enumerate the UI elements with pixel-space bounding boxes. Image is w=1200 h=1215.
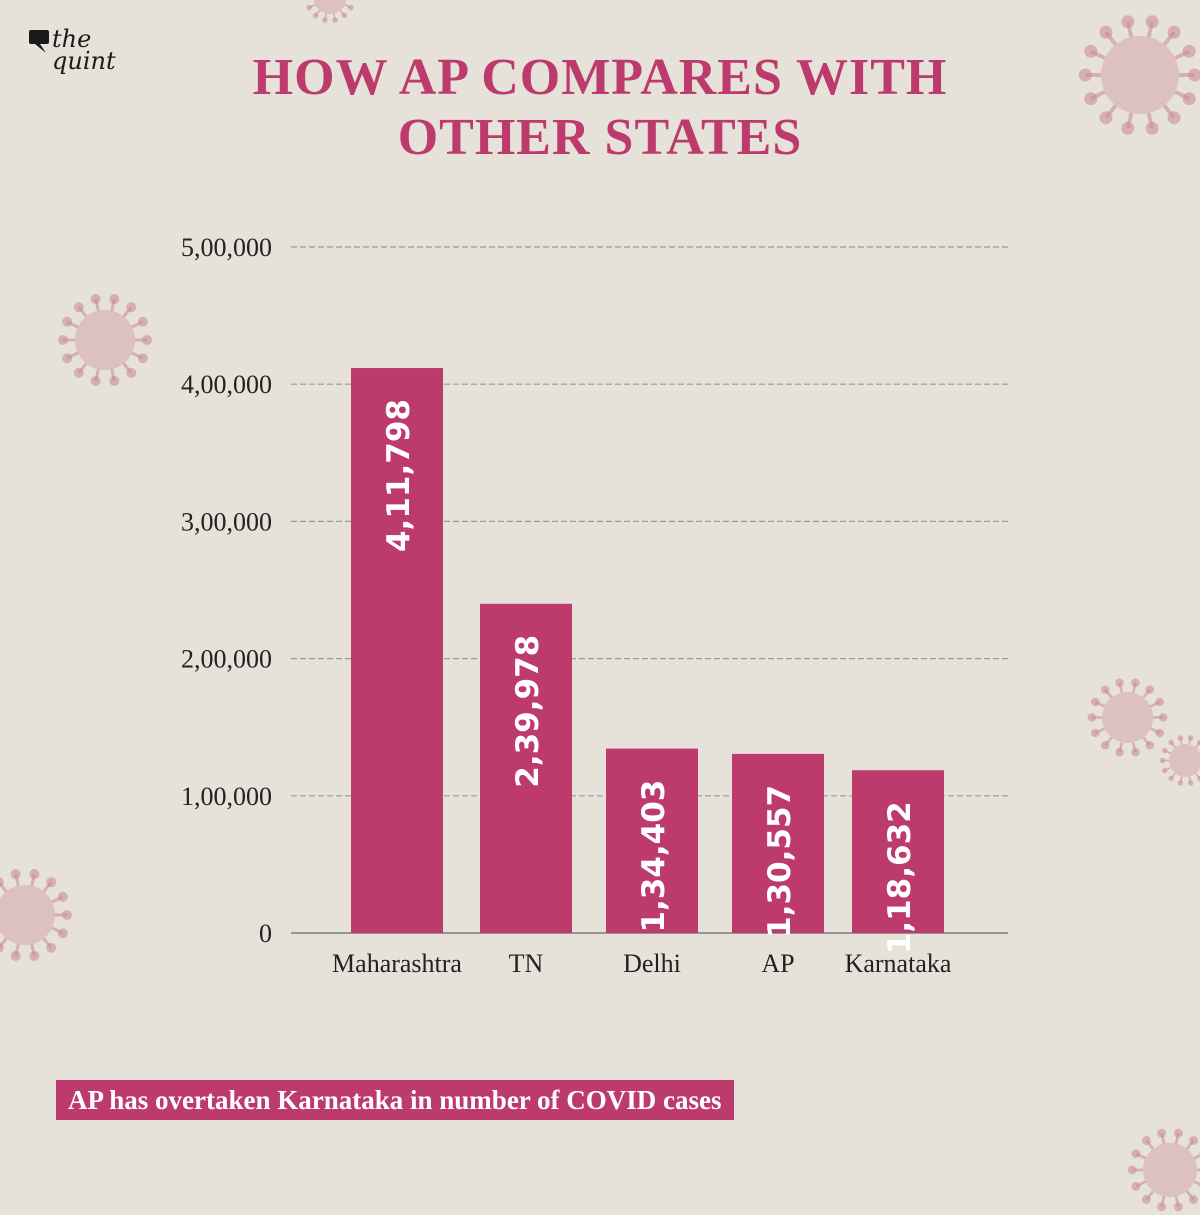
x-category-label: Karnataka	[845, 949, 952, 978]
y-tick-label: 5,00,000	[181, 233, 272, 262]
bar-value-label: 4,11,798	[381, 399, 417, 552]
y-tick-label: 1,00,000	[181, 782, 272, 811]
bar-value-label: 1,30,557	[762, 785, 798, 938]
y-tick-label: 4,00,000	[181, 370, 272, 399]
bar-value-label: 1,34,403	[636, 780, 672, 933]
x-category-label: TN	[509, 949, 544, 978]
x-category-label: AP	[761, 949, 794, 978]
y-tick-label: 0	[259, 919, 272, 948]
x-category-label: Maharashtra	[332, 949, 462, 978]
y-tick-label: 2,00,000	[181, 645, 272, 674]
y-tick-label: 3,00,000	[181, 507, 272, 536]
x-category-label: Delhi	[623, 949, 681, 978]
caption-banner: AP has overtaken Karnataka in number of …	[56, 1080, 734, 1120]
bar-value-label: 1,18,632	[882, 801, 918, 954]
bar-value-label: 2,39,978	[510, 635, 546, 788]
